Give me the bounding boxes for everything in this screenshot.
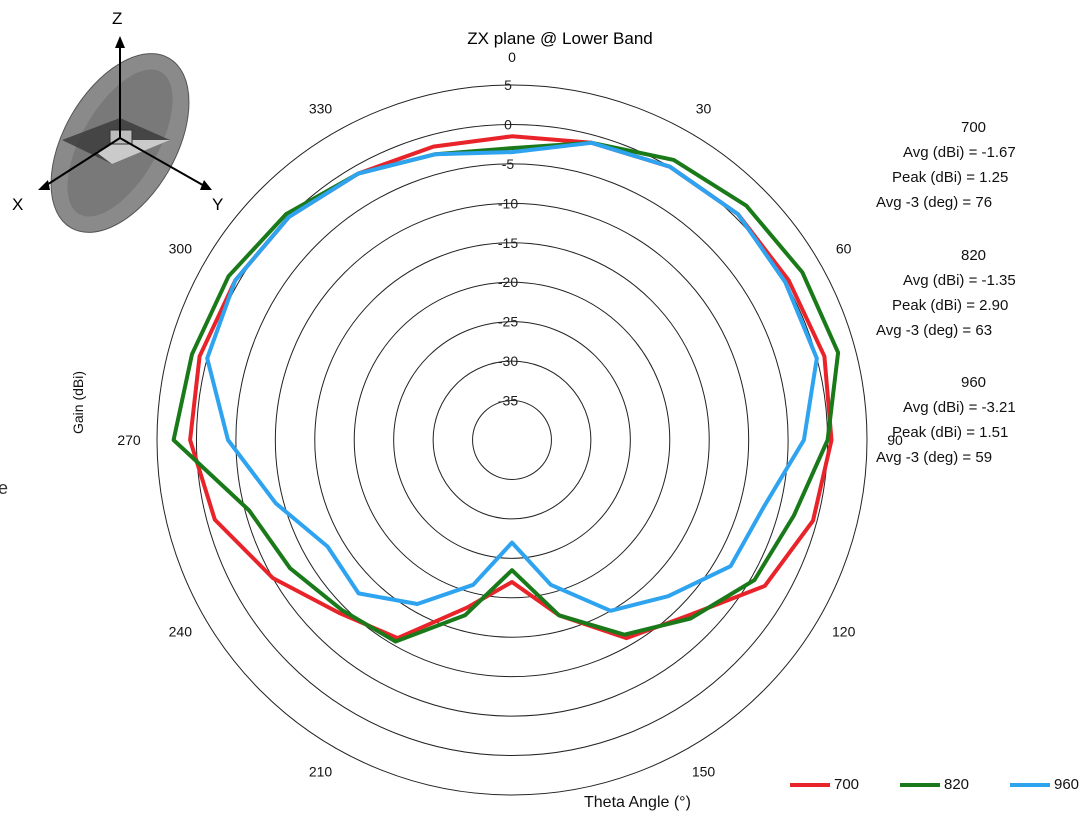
legend-label: 700 bbox=[834, 776, 860, 793]
grid-circle bbox=[432, 360, 592, 520]
polar-grid bbox=[156, 84, 868, 796]
angle-tick-label: 180 bbox=[500, 815, 524, 818]
avg-value: -1.67 bbox=[981, 144, 1016, 161]
radial-tick-label: 0 bbox=[504, 116, 512, 132]
x-axis-title: Theta Angle (°) bbox=[584, 794, 691, 811]
bw-value: 76 bbox=[975, 194, 993, 211]
stats-960: 960 Avg (dBi) = -3.21 Peak (dBi) = 1.51 … bbox=[876, 370, 1071, 470]
legend-item-960[interactable]: 960 bbox=[1010, 776, 1079, 793]
grid-circle bbox=[156, 84, 868, 796]
legend-item-820[interactable]: 820 bbox=[900, 776, 969, 793]
bw-label: Avg -3 (deg) = bbox=[876, 194, 972, 211]
avg-label: Avg (dBi) = bbox=[903, 399, 978, 416]
angle-tick-label: 30 bbox=[696, 100, 712, 116]
bw-value: 59 bbox=[975, 449, 993, 466]
angle-tick-label: 120 bbox=[832, 624, 856, 640]
angle-tick-label: 0 bbox=[508, 49, 516, 65]
y-axis-title: Gain (dBi) bbox=[70, 370, 86, 434]
peak-value: 2.90 bbox=[979, 297, 1009, 314]
legend-swatch bbox=[790, 783, 830, 788]
chart-title: ZX plane @ Lower Band bbox=[467, 29, 652, 48]
axes-orientation-icon: Z X Y bbox=[12, 9, 223, 233]
peak-label: Peak (dBi) = bbox=[892, 424, 975, 441]
radial-tick-labels: 5 0 -5 -10 -15 -20 -25 -30 -35 bbox=[498, 77, 518, 409]
series-line-960 bbox=[205, 140, 819, 613]
peak-value: 1.51 bbox=[979, 424, 1009, 441]
legend-swatch bbox=[1010, 783, 1050, 788]
angle-tick-label: 90 bbox=[887, 432, 903, 448]
stats-title: 820 bbox=[960, 247, 987, 264]
angle-tick-label: 240 bbox=[169, 624, 193, 640]
radial-tick-label: 5 bbox=[504, 77, 512, 93]
grid-circle bbox=[393, 321, 631, 559]
radial-tick-label: -30 bbox=[498, 353, 518, 369]
radial-tick-label: -10 bbox=[498, 195, 518, 211]
radial-tick-label: -25 bbox=[498, 314, 518, 330]
radial-tick-label: -20 bbox=[498, 274, 518, 290]
avg-value: -3.21 bbox=[981, 399, 1016, 416]
legend-item-700[interactable]: 700 bbox=[790, 776, 859, 793]
avg-label: Avg (dBi) = bbox=[903, 144, 978, 161]
angle-tick-label: 300 bbox=[169, 241, 193, 257]
angle-tick-label: 150 bbox=[692, 764, 716, 780]
grid-circle bbox=[235, 163, 789, 717]
avg-label: Avg (dBi) = bbox=[903, 272, 978, 289]
peak-label: Peak (dBi) = bbox=[892, 297, 975, 314]
radial-tick-label: -5 bbox=[502, 156, 515, 172]
radial-tick-label: -35 bbox=[498, 393, 518, 409]
legend-label: 820 bbox=[944, 776, 970, 793]
bw-value: 63 bbox=[975, 322, 993, 339]
bw-label: Avg -3 (deg) = bbox=[876, 322, 972, 339]
peak-value: 1.25 bbox=[979, 169, 1009, 186]
y-axis-label: Y bbox=[212, 195, 223, 214]
edge-glyph: e bbox=[0, 478, 9, 498]
angle-tick-labels: 0 30 60 90 120 150 180 210 240 270 300 330 bbox=[117, 49, 903, 818]
stats-title: 960 bbox=[960, 374, 987, 391]
grid-circle bbox=[353, 281, 671, 599]
angle-tick-label: 210 bbox=[309, 764, 333, 780]
grid-circle bbox=[314, 242, 710, 638]
angle-tick-label: 330 bbox=[309, 100, 333, 116]
legend-swatch bbox=[900, 783, 940, 788]
angle-tick-label: 60 bbox=[836, 241, 852, 257]
grid-circle bbox=[274, 202, 750, 678]
legend-label: 960 bbox=[1054, 776, 1080, 793]
series-line-820 bbox=[171, 140, 841, 644]
x-axis-label: X bbox=[12, 195, 23, 214]
series-layer bbox=[171, 134, 841, 644]
stats-title: 700 bbox=[960, 119, 987, 136]
bw-label: Avg -3 (deg) = bbox=[876, 449, 972, 466]
peak-label: Peak (dBi) = bbox=[892, 169, 975, 186]
grid-circle bbox=[472, 400, 552, 480]
stats-820: 820 Avg (dBi) = -1.35 Peak (dBi) = 2.90 … bbox=[876, 243, 1071, 343]
z-axis-label: Z bbox=[112, 9, 122, 28]
avg-value: -1.35 bbox=[981, 272, 1016, 289]
stats-700: 700 Avg (dBi) = -1.67 Peak (dBi) = 1.25 … bbox=[876, 115, 1071, 215]
angle-tick-label: 270 bbox=[117, 432, 141, 448]
radial-tick-label: -15 bbox=[498, 235, 518, 251]
